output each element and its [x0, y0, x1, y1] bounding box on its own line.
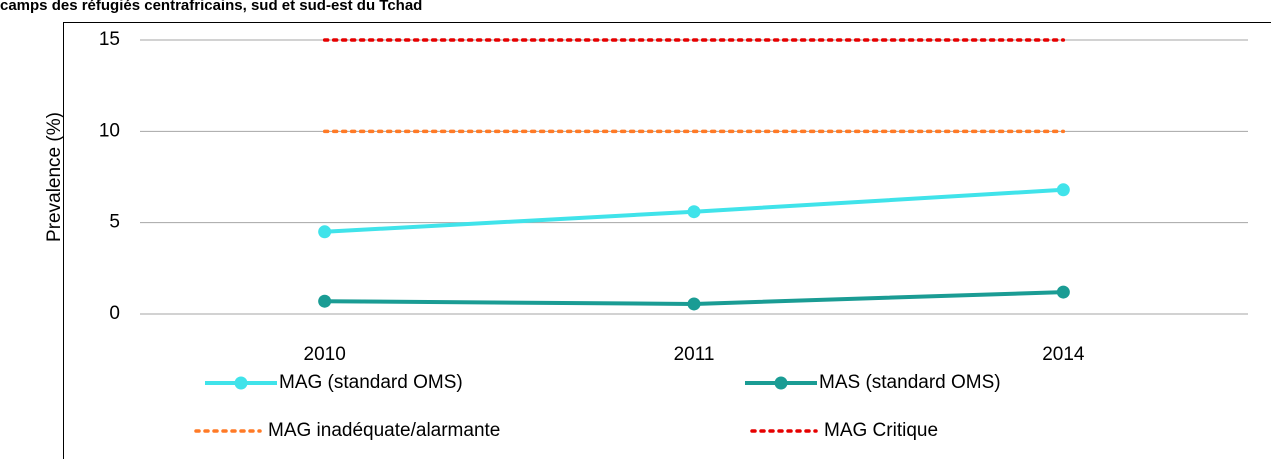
y-axis-label: Prevalence (%)	[44, 112, 65, 242]
chart-frame	[64, 23, 1271, 460]
y-tick-label: 10	[99, 120, 120, 141]
x-tick-label: 2011	[674, 344, 715, 365]
legend-label: MAG Critique	[824, 420, 938, 441]
data-point	[1057, 286, 1070, 299]
legend-marker	[235, 377, 248, 390]
x-tick-label: 2014	[1042, 344, 1085, 365]
y-tick-label: 0	[109, 303, 120, 324]
legend-marker	[775, 377, 788, 390]
y-tick-label: 15	[99, 29, 120, 50]
legend-label: MAS (standard OMS)	[819, 372, 1001, 393]
legend-label: MAG inadéquate/alarmante	[268, 420, 500, 441]
data-point	[318, 225, 331, 238]
data-point	[1057, 183, 1070, 196]
data-point	[688, 297, 701, 310]
data-point	[318, 295, 331, 308]
data-point	[688, 205, 701, 218]
y-tick-label: 5	[109, 212, 120, 233]
chart-title: camps des réfugiés centrafricains, sud e…	[0, 0, 422, 14]
legend-label: MAG (standard OMS)	[279, 372, 463, 393]
x-tick-label: 2010	[304, 344, 346, 365]
